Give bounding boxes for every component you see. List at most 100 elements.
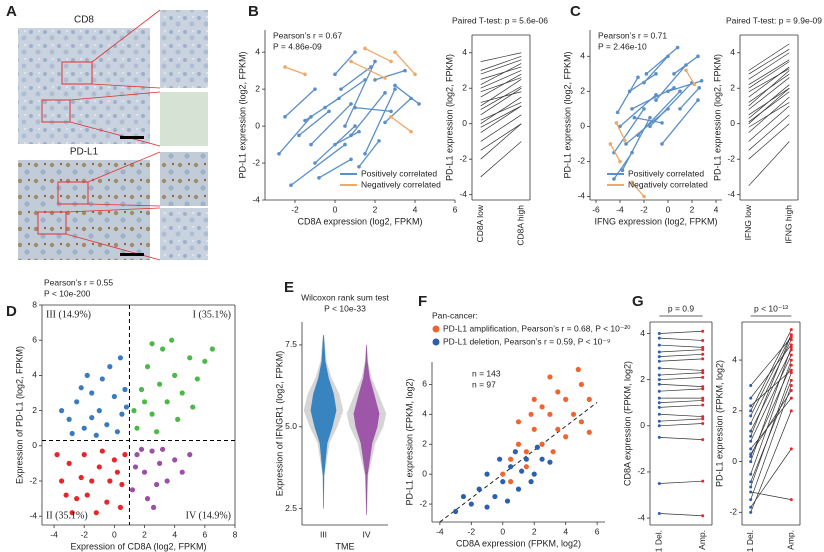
x-tick-label: 0 (500, 526, 505, 536)
y-axis-label: PD-L1 expression (log2, FPKM) (237, 51, 247, 178)
x-tick-label: 6 (453, 204, 458, 214)
point (648, 115, 652, 120)
point (460, 493, 467, 500)
point (297, 133, 301, 138)
point (111, 457, 117, 463)
point (122, 386, 128, 393)
segment (631, 182, 645, 197)
paired-line (659, 358, 703, 362)
point (74, 496, 80, 502)
y-tick-label: 2.5 (285, 503, 297, 513)
y-tick-label: 2 (730, 82, 735, 92)
point (612, 177, 616, 181)
x-tick-label: -6 (592, 204, 600, 214)
point (149, 411, 155, 417)
quadrant-label: III (14.9%) (46, 309, 91, 320)
count-label: n = 97 (472, 379, 496, 389)
paired-line (750, 334, 792, 417)
point (383, 120, 387, 125)
point (209, 346, 215, 352)
segment (290, 144, 346, 186)
point (657, 382, 661, 386)
point (134, 425, 140, 431)
point (534, 444, 540, 450)
point (333, 142, 337, 147)
point (657, 378, 661, 382)
point (327, 109, 331, 114)
paired-line (750, 347, 792, 462)
y-tick-label: 2 (732, 405, 737, 415)
paired-line (748, 114, 790, 151)
paired-line (659, 423, 703, 427)
segment (344, 61, 376, 127)
point (111, 393, 117, 400)
legend-label: Negatively correlated (361, 179, 441, 189)
point (169, 337, 175, 343)
y-tick-label: 8 (32, 299, 37, 309)
point (134, 452, 140, 458)
paired-line (480, 114, 522, 142)
x-category-label: PD-L1 Amp. (786, 530, 796, 552)
paired-line (480, 59, 522, 75)
point (93, 432, 99, 438)
legend-swatch (432, 338, 440, 346)
point (555, 426, 561, 432)
segment (649, 82, 693, 127)
point (383, 91, 387, 95)
point (512, 449, 518, 455)
point (409, 129, 413, 134)
point (303, 118, 307, 123)
legend-label: Positively correlated (628, 168, 704, 178)
point (531, 396, 537, 402)
segment (374, 70, 406, 81)
trendline (439, 401, 598, 523)
segment (673, 55, 699, 75)
point (657, 332, 661, 336)
point (789, 409, 793, 413)
legend-label: Negatively correlated (628, 179, 708, 189)
point (93, 510, 99, 516)
point (701, 368, 705, 372)
panel-title: Paired T-test: p = 9.9e-09 (726, 15, 822, 25)
x-category-label: CD8A high (516, 205, 526, 246)
y-tick-label: 4 (462, 47, 467, 57)
point (701, 345, 705, 349)
paired-line (750, 369, 792, 407)
point (657, 424, 661, 428)
paired-line (748, 43, 790, 71)
paired-line (480, 91, 522, 103)
y-axis-label: PD-L1 expression (log2, FPKM) (712, 54, 722, 181)
point (547, 411, 553, 417)
x-category-label: III (320, 529, 327, 539)
y-tick-label: -4 (459, 189, 467, 199)
point (657, 373, 661, 377)
y-axis-label: PD-L1 expression (FPKM, log2) (714, 360, 724, 487)
point (54, 452, 60, 458)
point (684, 68, 688, 73)
point (202, 358, 208, 364)
paired-line (750, 380, 792, 482)
point (393, 50, 397, 54)
point (417, 102, 421, 106)
point (144, 364, 151, 370)
point (66, 416, 72, 422)
point (701, 422, 705, 425)
paired-line (659, 372, 703, 376)
paired-line (480, 79, 522, 107)
point (89, 390, 95, 396)
point (484, 471, 490, 477)
point (578, 381, 585, 388)
point (701, 371, 705, 375)
paired-line (480, 52, 522, 62)
y-tick-label: 2 (422, 438, 427, 448)
segment (613, 108, 645, 154)
paired-line (750, 354, 792, 442)
point (179, 390, 185, 396)
point (81, 425, 87, 431)
point (539, 456, 545, 462)
point (114, 469, 120, 475)
segment (318, 158, 352, 179)
point (701, 417, 705, 421)
point (59, 478, 65, 484)
segment (655, 64, 687, 101)
